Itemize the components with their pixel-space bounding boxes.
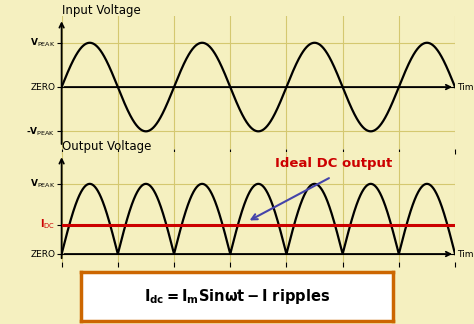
Text: I$_\mathrm{DC}$: I$_\mathrm{DC}$ [40, 218, 55, 231]
Text: Time (t): Time (t) [457, 249, 474, 259]
Text: Input Voltage: Input Voltage [62, 4, 140, 17]
Text: V$_\mathrm{PEAK}$: V$_\mathrm{PEAK}$ [30, 37, 55, 49]
Text: $\mathbf{I_{dc} = I_m Sin\omega t - I\ ripples}$: $\mathbf{I_{dc} = I_m Sin\omega t - I\ r… [144, 287, 330, 306]
Text: Output Voltage: Output Voltage [62, 140, 151, 153]
Text: -V$_\mathrm{PEAK}$: -V$_\mathrm{PEAK}$ [26, 125, 55, 138]
Text: ZERO: ZERO [30, 249, 55, 259]
Text: Ideal DC output: Ideal DC output [274, 157, 392, 170]
Text: V$_\mathrm{PEAK}$: V$_\mathrm{PEAK}$ [30, 178, 55, 190]
Text: Time (t): Time (t) [457, 83, 474, 92]
Text: ZERO: ZERO [30, 83, 55, 92]
